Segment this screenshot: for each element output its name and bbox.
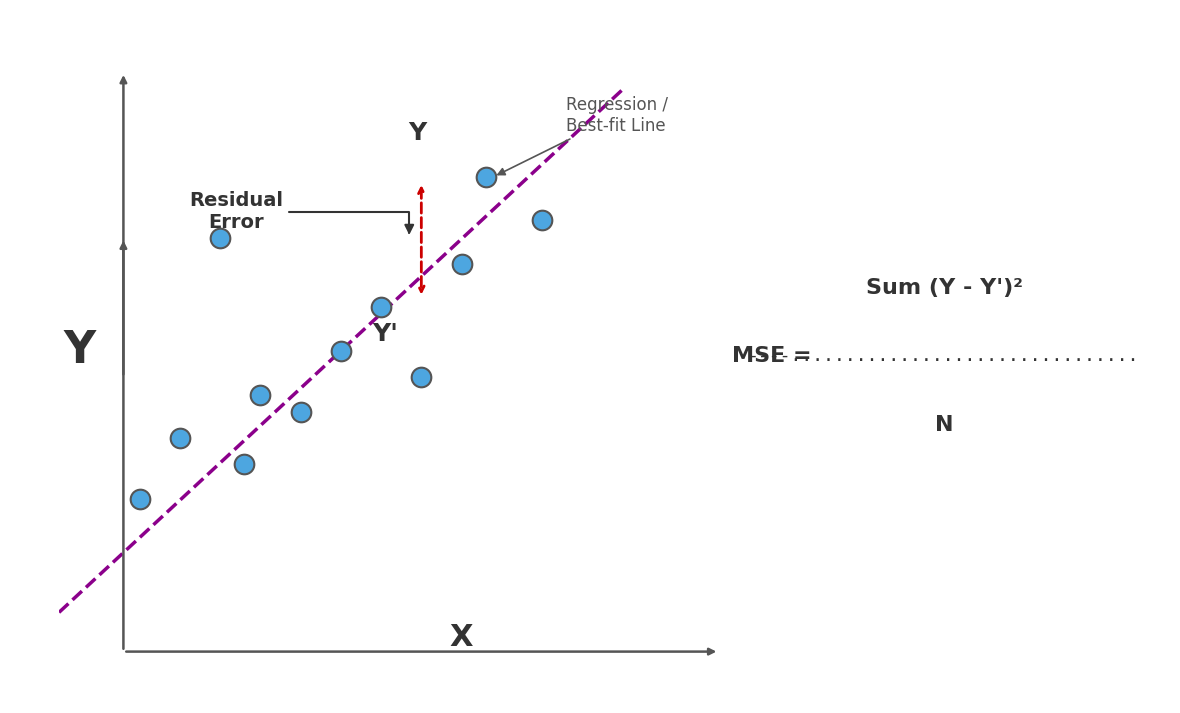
Text: ----................................: ----................................ — [748, 347, 1140, 366]
Text: Y: Y — [408, 121, 426, 145]
Point — [251, 389, 270, 400]
Point — [235, 458, 254, 470]
Point — [291, 406, 310, 418]
Point — [130, 493, 149, 505]
Point — [532, 215, 551, 226]
Text: Y': Y' — [372, 322, 398, 346]
Point — [170, 432, 189, 443]
Text: Residual
Error: Residual Error — [189, 191, 413, 232]
Text: MSE =: MSE = — [732, 347, 811, 366]
Point — [412, 371, 431, 383]
Text: X: X — [450, 622, 473, 652]
Text: Regression /
Best-fit Line: Regression / Best-fit Line — [498, 96, 668, 175]
Point — [332, 345, 350, 356]
Point — [372, 302, 391, 313]
Text: Y: Y — [63, 329, 96, 372]
Point — [477, 171, 496, 183]
Text: Sum (Y - Y')²: Sum (Y - Y')² — [865, 278, 1023, 298]
Point — [210, 232, 229, 243]
Point — [452, 258, 471, 270]
Text: N: N — [935, 415, 953, 435]
